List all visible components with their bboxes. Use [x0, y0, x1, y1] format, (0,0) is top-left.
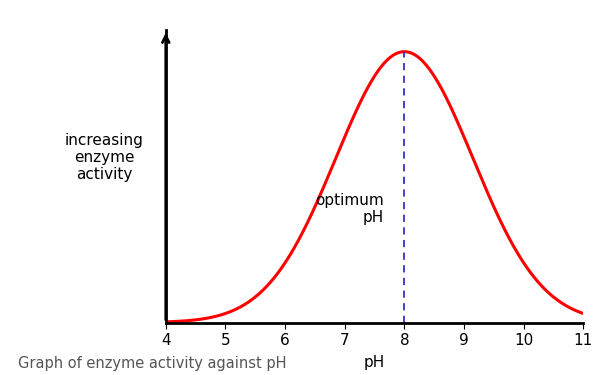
Text: increasing
enzyme
activity: increasing enzyme activity [65, 133, 144, 182]
X-axis label: pH: pH [364, 355, 385, 370]
Text: optimum
pH: optimum pH [315, 192, 384, 225]
Text: Graph of enzyme activity against pH: Graph of enzyme activity against pH [18, 356, 287, 371]
